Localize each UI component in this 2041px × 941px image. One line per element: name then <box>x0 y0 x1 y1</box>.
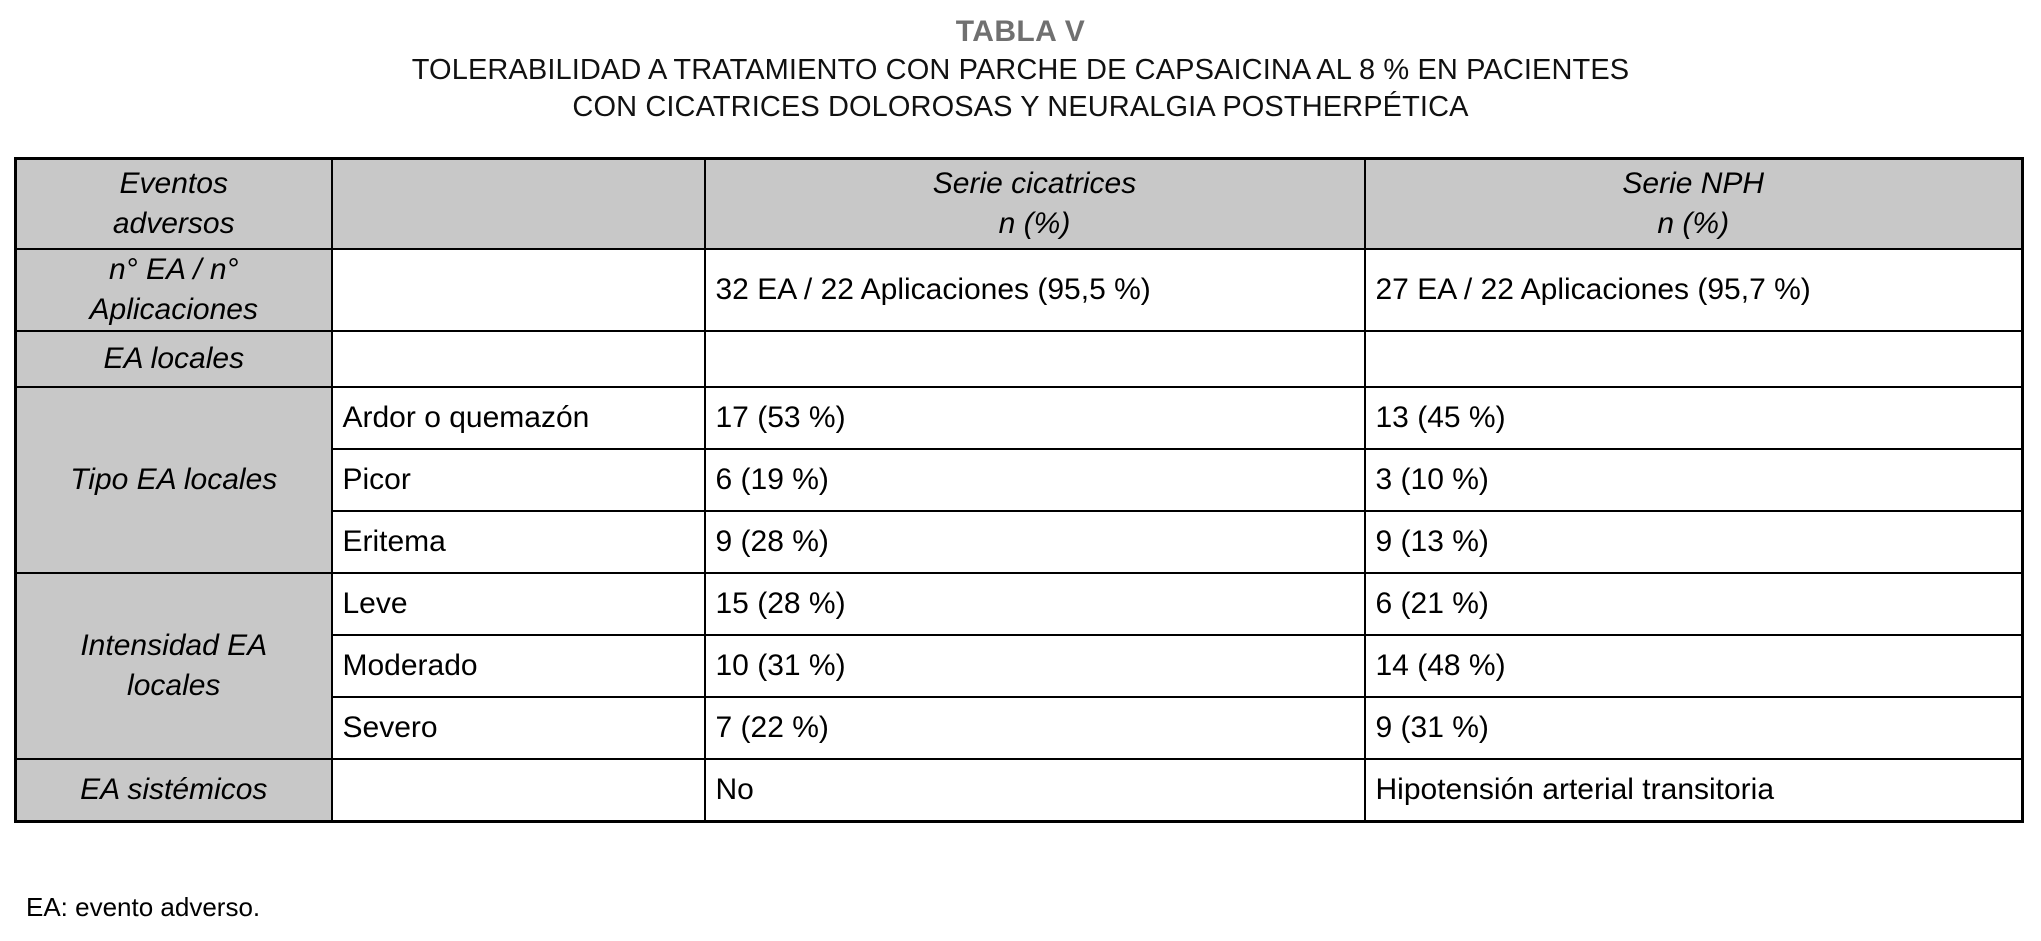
subgroup-cell-leve: Leve <box>330 572 706 636</box>
stub-ratio-line2: Aplicaciones <box>89 293 258 326</box>
stub-cell-tipo-ea-locales: Tipo EA locales <box>14 386 333 574</box>
stub-cell-ea-sistemicos: EA sistémicos <box>14 758 333 823</box>
header-eventos-line1: Eventos <box>119 167 228 200</box>
subgroup-cell-empty <box>330 330 706 388</box>
subgroup-cell-severo: Severo <box>330 696 706 760</box>
table-row: n° EA / n° Aplicaciones 32 EA / 22 Aplic… <box>14 248 2024 332</box>
table-row: Intensidad EA locales Leve 15 (28 %) 6 (… <box>14 572 2024 760</box>
value-nph-severo: 9 (31 %) <box>1363 696 2024 760</box>
data-table-wrapper: Eventos adversos Serie cicatrices n (%) … <box>14 157 2024 823</box>
stub-intensidad-line2: locales <box>127 669 221 702</box>
table-title-line-2: CON CICATRICES DOLOROSAS Y NEURALGIA POS… <box>572 91 1469 123</box>
header-eventos-line2: adversos <box>112 207 235 240</box>
value-nph-ratio: 27 EA / 22 Aplicaciones (95,7 %) <box>1363 248 2024 332</box>
subgroup-cell-empty <box>330 248 706 332</box>
value-nph-ardor: 13 (45 %) <box>1363 386 2024 450</box>
subgroup-cell-moderado: Moderado <box>330 634 706 698</box>
table-header-row: Eventos adversos Serie cicatrices n (%) … <box>14 157 2024 250</box>
value-cicatrices-severo: 7 (22 %) <box>703 696 1366 760</box>
table-footnote: EA: evento adverso. <box>26 892 261 922</box>
table-row: EA locales <box>14 330 2024 388</box>
table-title-line-1: TOLERABILIDAD A TRATAMIENTO CON PARCHE D… <box>411 54 1630 86</box>
header-nph-line1: Serie NPH <box>1622 167 1765 200</box>
header-cicatrices-line2: n (%) <box>998 207 1071 240</box>
value-cicatrices-picor: 6 (19 %) <box>703 448 1366 512</box>
value-cicatrices-ardor: 17 (53 %) <box>703 386 1366 450</box>
value-cicatrices-leve: 15 (28 %) <box>703 572 1366 636</box>
stub-cell-intensidad-ea-locales: Intensidad EA locales <box>14 572 333 760</box>
stub-cell-ea-locales: EA locales <box>14 330 333 388</box>
header-cell-eventos-adversos: Eventos adversos <box>14 157 333 250</box>
table-row: Picor 6 (19 %) 3 (10 %) <box>16 448 2024 512</box>
tolerability-table: Eventos adversos Serie cicatrices n (%) … <box>14 157 2024 823</box>
table-row: EA sistémicos No Hipotensión arterial tr… <box>14 758 2024 823</box>
table-row: Tipo EA locales Ardor o quemazón 17 (53 … <box>14 386 2024 574</box>
subgroup-cell-ardor-quemazon: Ardor o quemazón <box>330 386 706 450</box>
value-cicatrices-ea-locales <box>703 330 1366 388</box>
value-cicatrices-sistemicos: No <box>703 758 1366 823</box>
value-cicatrices-moderado: 10 (31 %) <box>703 634 1366 698</box>
value-nph-eritema: 9 (13 %) <box>1363 510 2024 574</box>
table-row: Severo 7 (22 %) 9 (31 %) <box>16 696 2024 760</box>
value-nph-leve: 6 (21 %) <box>1363 572 2024 636</box>
value-cicatrices-ratio: 32 EA / 22 Aplicaciones (95,5 %) <box>703 248 1366 332</box>
header-cell-serie-cicatrices: Serie cicatrices n (%) <box>703 157 1366 250</box>
header-cell-serie-nph: Serie NPH n (%) <box>1363 157 2024 250</box>
table-number-label: TABLA V <box>955 15 1086 48</box>
header-cicatrices-line1: Serie cicatrices <box>932 167 1137 200</box>
value-nph-picor: 3 (10 %) <box>1363 448 2024 512</box>
table-row: Eritema 9 (28 %) 9 (13 %) <box>16 510 2024 574</box>
table-row: Moderado 10 (31 %) 14 (48 %) <box>16 634 2024 698</box>
value-nph-moderado: 14 (48 %) <box>1363 634 2024 698</box>
value-nph-ea-locales <box>1363 330 2024 388</box>
stub-cell-num-ea-aplicaciones: n° EA / n° Aplicaciones <box>14 248 333 332</box>
value-cicatrices-eritema: 9 (28 %) <box>703 510 1366 574</box>
subgroup-cell-picor: Picor <box>330 448 706 512</box>
subgroup-cell-empty <box>330 758 706 823</box>
header-nph-line2: n (%) <box>1657 207 1730 240</box>
header-cell-subgroup-empty <box>330 157 706 250</box>
value-nph-sistemicos: Hipotensión arterial transitoria <box>1363 758 2024 823</box>
stub-intensidad-line1: Intensidad EA <box>80 629 268 662</box>
stub-ratio-line1: n° EA / n° <box>108 253 239 286</box>
title-block: TABLA V TOLERABILIDAD A TRATAMIENTO CON … <box>0 0 2041 126</box>
subgroup-cell-eritema: Eritema <box>330 510 706 574</box>
